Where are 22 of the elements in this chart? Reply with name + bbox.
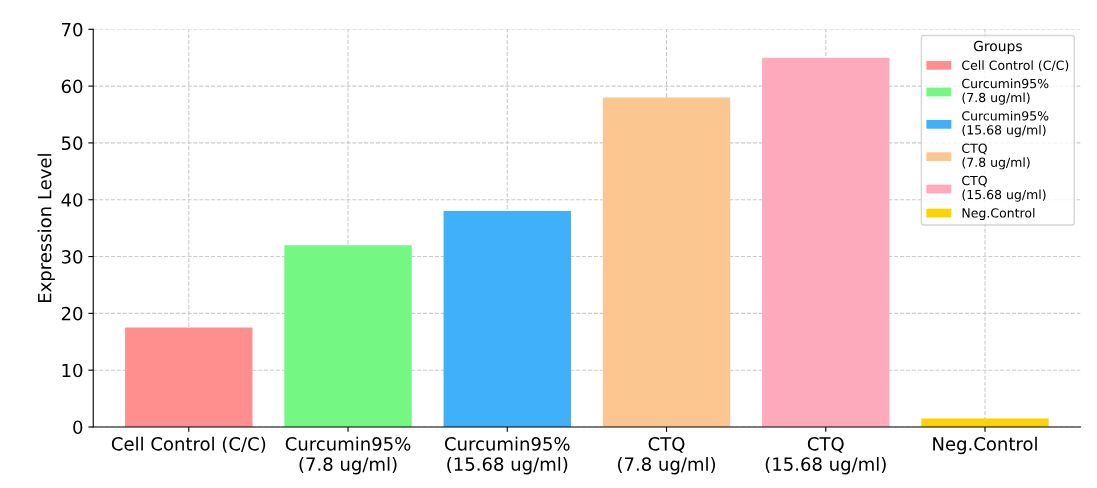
legend-label: Curcumin95% (15.68 ug/ml) (962, 110, 1049, 138)
x-tick-label: Neg.Control (933, 436, 1037, 455)
y-tick-label: 30 (61, 250, 83, 264)
x-tick-label: Curcumin95% (15.68 ug/ml) (444, 436, 570, 475)
y-tick-label: 10 (62, 363, 83, 378)
y-tick-label: 40 (61, 193, 83, 207)
legend-label: CTQ (15.68 ug/ml) (962, 175, 1046, 202)
x-tick-label: CTQ (7.8 ug/ml) (618, 437, 716, 475)
x-tick-label: CTQ (15.68 ug/ml) (765, 437, 886, 475)
legend-label: Neg.Control (962, 207, 1035, 221)
y-tick-label: 70 (62, 22, 83, 37)
y-tick-label: 20 (61, 306, 83, 321)
y-tick-label: 50 (61, 136, 83, 151)
x-tick-label: Curcumin95% (7.8 ug/ml) (285, 436, 411, 475)
legend-label: Curcumin95% (7.8 ug/ml) (962, 78, 1049, 105)
x-tick-label: Cell Control (C/C) (111, 436, 266, 453)
y-tick-label: 60 (61, 79, 83, 94)
y-axis-title: Expression Level (37, 154, 55, 303)
legend-label: CTQ (7.8 ug/ml) (962, 143, 1030, 170)
y-tick-label: 0 (73, 420, 83, 435)
legend-label: Cell Control (C/C) (962, 60, 1069, 72)
legend-title: Groups (973, 40, 1022, 54)
